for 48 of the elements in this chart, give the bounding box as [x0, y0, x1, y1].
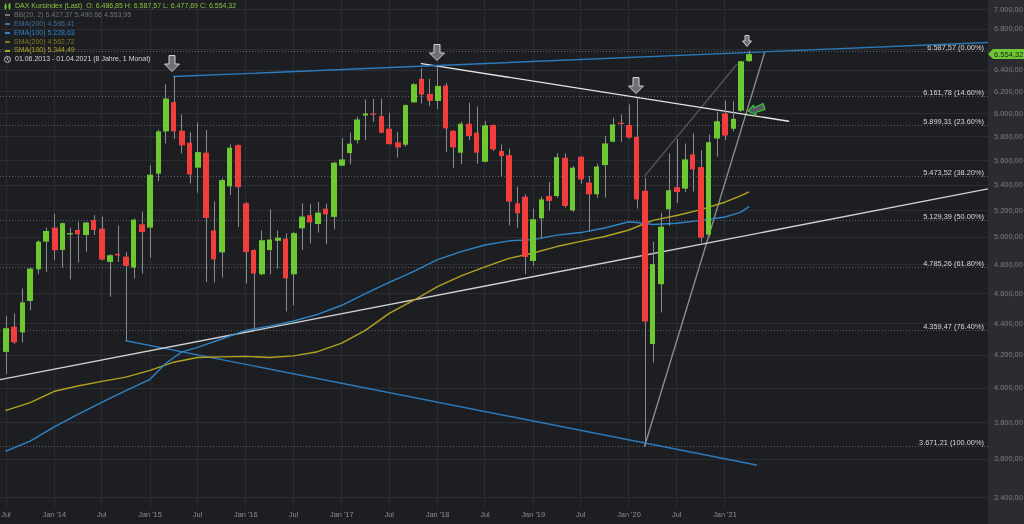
candlestick	[722, 99, 728, 141]
candlestick	[347, 132, 352, 165]
candlestick	[195, 122, 201, 194]
candlestick	[666, 152, 671, 227]
candlestick	[379, 98, 384, 134]
candlestick	[251, 248, 256, 330]
candlestick	[419, 67, 424, 104]
candlestick	[386, 112, 392, 145]
candlestick	[299, 202, 305, 251]
candlestick	[91, 214, 96, 236]
candlestick	[539, 196, 544, 240]
candlestick	[626, 103, 632, 140]
candlestick	[435, 64, 441, 110]
candlestick	[466, 102, 472, 141]
candlestick	[11, 312, 17, 345]
candlestick	[714, 111, 720, 158]
candlestick	[731, 100, 736, 132]
candlestick	[578, 155, 584, 185]
candlestick	[474, 106, 479, 165]
candlestick	[43, 227, 49, 273]
candlestick	[690, 132, 695, 193]
candlestick	[674, 138, 680, 204]
candlestick	[586, 175, 592, 233]
candlestick	[354, 116, 360, 144]
candlestick	[52, 213, 58, 261]
candlestick	[499, 143, 504, 178]
candlestick	[3, 315, 9, 375]
candlestick	[450, 129, 456, 169]
candlestick	[395, 131, 401, 159]
candlestick	[602, 135, 608, 199]
candlestick	[411, 82, 417, 104]
candlestick	[363, 98, 368, 141]
candlestick	[546, 181, 552, 212]
candlestick	[83, 221, 89, 253]
candlestick	[610, 117, 615, 143]
candlestick	[307, 203, 312, 244]
candlestick	[115, 224, 120, 263]
candlestick	[275, 229, 281, 270]
candlestick	[315, 201, 321, 234]
candlestick	[139, 211, 145, 275]
candlestick	[339, 137, 345, 167]
candlestick	[107, 253, 113, 298]
candlestick	[515, 186, 520, 229]
candlestick	[179, 113, 185, 154]
candlestick	[267, 208, 272, 275]
candlestick	[427, 78, 433, 107]
candlestick	[123, 251, 129, 342]
candlestick	[75, 221, 80, 264]
